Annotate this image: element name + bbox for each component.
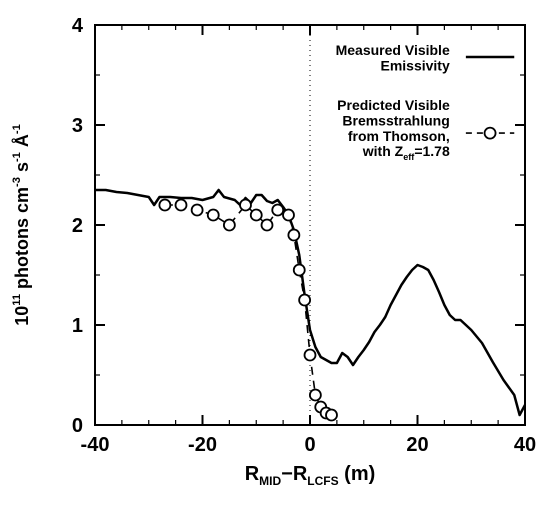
y-tick-label: 2 bbox=[72, 215, 83, 237]
x-tick-label: 0 bbox=[304, 434, 315, 456]
series-predicted-marker bbox=[283, 210, 294, 221]
x-tick-label: -40 bbox=[81, 434, 110, 456]
chart-svg: -40-200204001234RMID−RLCFS (m)1011 photo… bbox=[0, 0, 551, 508]
series-predicted-marker bbox=[262, 220, 273, 231]
series-predicted-marker bbox=[310, 390, 321, 401]
y-tick-label: 4 bbox=[72, 15, 84, 37]
x-tick-label: 40 bbox=[514, 434, 536, 456]
chart-container: -40-200204001234RMID−RLCFS (m)1011 photo… bbox=[0, 0, 551, 508]
y-tick-label: 1 bbox=[72, 315, 83, 337]
y-tick-label: 3 bbox=[72, 115, 83, 137]
series-predicted-marker bbox=[192, 205, 203, 216]
series-predicted-marker bbox=[294, 265, 305, 276]
legend-circle-icon bbox=[485, 128, 496, 139]
series-predicted-marker bbox=[159, 200, 170, 211]
series-predicted-marker bbox=[326, 410, 337, 421]
x-tick-label: -20 bbox=[188, 434, 217, 456]
series-predicted-marker bbox=[272, 205, 283, 216]
y-tick-label: 0 bbox=[72, 415, 83, 437]
series-predicted-marker bbox=[299, 295, 310, 306]
series-predicted-marker bbox=[176, 200, 187, 211]
series-predicted-marker bbox=[208, 210, 219, 221]
series-predicted-marker bbox=[251, 210, 262, 221]
series-predicted-marker bbox=[305, 350, 316, 361]
series-predicted-marker bbox=[288, 230, 299, 241]
series-predicted-marker bbox=[240, 200, 251, 211]
series-predicted-marker bbox=[224, 220, 235, 231]
x-tick-label: 20 bbox=[406, 434, 428, 456]
